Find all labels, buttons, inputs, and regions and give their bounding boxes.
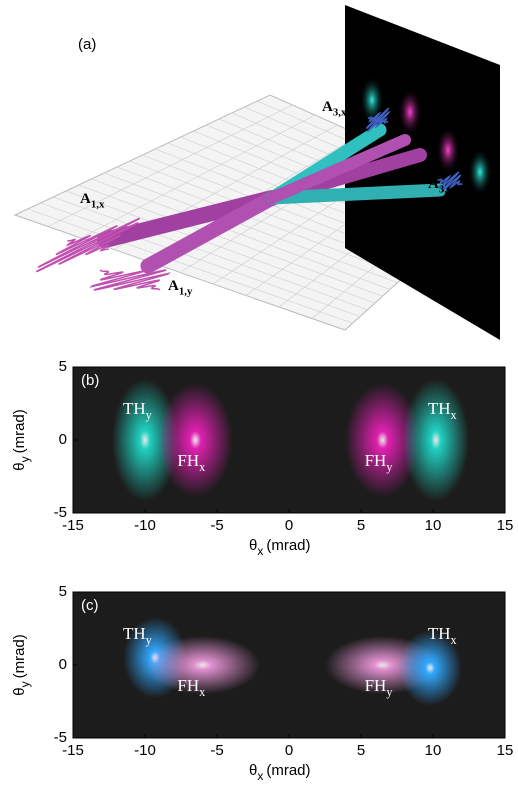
screen-spot: [398, 88, 422, 136]
spot-label-main: TH: [428, 624, 451, 643]
x-axis-unit: (mrad): [266, 762, 310, 779]
x-tick-label: 10: [425, 517, 442, 534]
y-axis-unit: (mrad): [11, 409, 28, 453]
spot-label-sub: x: [451, 633, 457, 647]
spot-label-sub: y: [146, 408, 153, 422]
x-axis-title: θx(mrad): [249, 762, 311, 783]
x-tick-label: 15: [497, 517, 514, 534]
x-axis-sub: x: [257, 544, 263, 558]
x-axis-sub: x: [257, 769, 263, 783]
x-tick-label: -10: [134, 517, 156, 534]
spot-label-main: TH: [428, 399, 451, 418]
x-axis-unit: (mrad): [266, 537, 310, 554]
beam-label-main: A: [80, 191, 91, 207]
spot-label-main: FH: [365, 451, 387, 470]
x-tick-label: 10: [425, 742, 442, 759]
x-axis-symbol: θ: [249, 762, 257, 779]
panel-label: (c): [81, 597, 99, 614]
y-axis-symbol: θ: [11, 687, 28, 695]
x-tick-label: -5: [210, 517, 223, 534]
x-tick-label: 5: [357, 742, 365, 759]
beam-label-main: A: [168, 278, 179, 294]
y-tick-label: 5: [59, 583, 67, 600]
beam-spot: [403, 379, 469, 502]
beam-label-sub: 1,x: [91, 199, 105, 211]
spot-label-main: TH: [123, 399, 146, 418]
y-axis-symbol: θ: [11, 462, 28, 470]
x-tick-label: 0: [285, 742, 293, 759]
beam-label: A1,y: [168, 278, 193, 297]
figure: (a) A1,xA1,yA3,xA3,y(b)-15-10-5051015-50…: [0, 0, 518, 795]
spot-label-main: TH: [123, 624, 146, 643]
y-axis-unit: (mrad): [11, 634, 28, 678]
spot-label-sub: x: [199, 685, 205, 699]
y-tick-label: 0: [59, 656, 67, 673]
spot-label-sub: y: [146, 633, 153, 647]
y-tick-label: -5: [54, 729, 67, 746]
spot-label-sub: y: [386, 460, 393, 474]
panel-label: (a): [78, 36, 96, 53]
screen-spot: [436, 126, 460, 174]
y-axis-title: θy (mrad): [11, 634, 32, 696]
y-axis-sub: y: [18, 681, 32, 687]
x-tick-label: 5: [357, 517, 365, 534]
wave-packet: [92, 270, 169, 290]
spot-label-main: FH: [365, 676, 387, 695]
x-axis-title: θx(mrad): [249, 537, 311, 558]
beam-spot: [158, 383, 233, 497]
spot-label-sub: x: [199, 460, 205, 474]
x-tick-label: -5: [210, 742, 223, 759]
spot-label-main: FH: [177, 676, 199, 695]
x-tick-label: -10: [134, 742, 156, 759]
x-tick-label: 15: [497, 742, 514, 759]
beam-label-sub: 3,x: [333, 107, 347, 119]
y-axis-title: θy (mrad): [11, 409, 32, 471]
screen-spot: [468, 148, 492, 196]
y-axis-sub: y: [18, 456, 32, 462]
y-tick-label: -5: [54, 504, 67, 521]
beam-label-sub: 3,y: [439, 184, 453, 196]
y-tick-label: 5: [59, 358, 67, 375]
panel-a: (a): [15, 5, 500, 340]
beam-label: A3,x: [322, 99, 347, 118]
spot-label-sub: x: [451, 408, 457, 422]
beam-label-sub: 1,y: [179, 286, 193, 298]
x-tick-label: 0: [285, 517, 293, 534]
spot-label-sub: y: [386, 685, 393, 699]
x-axis-symbol: θ: [249, 537, 257, 554]
y-tick-label: 0: [59, 431, 67, 448]
panel-label: (b): [81, 372, 99, 389]
beam-label-main: A: [428, 176, 439, 192]
beam-label-main: A: [322, 99, 333, 115]
spot-label-main: FH: [177, 451, 199, 470]
